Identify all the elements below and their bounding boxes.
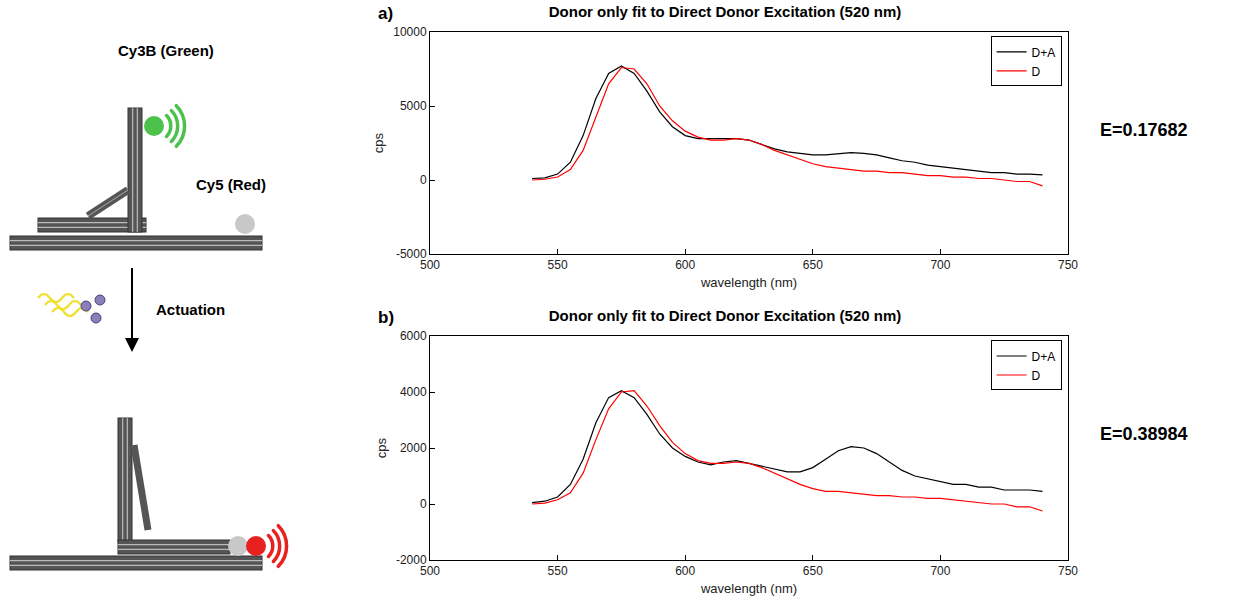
svg-text:5000: 5000 [400,99,427,113]
svg-text:750: 750 [1058,258,1078,272]
svg-text:600: 600 [675,564,695,578]
svg-text:2000: 2000 [400,441,427,455]
html-text:a): a) [378,4,394,23]
svg-text:500: 500 [420,258,440,272]
svg-text:0: 0 [420,497,427,511]
svg-text:D: D [1032,65,1041,79]
svg-text:700: 700 [930,258,950,272]
svg-text:Donor only fit to Direct Donor: Donor only fit to Direct Donor Excitatio… [549,307,902,324]
svg-text:750: 750 [1058,564,1078,578]
html-text:b): b) [378,308,394,327]
svg-text:-5000: -5000 [396,247,427,261]
svg-text:D+A: D+A [1032,46,1056,60]
svg-text:6000: 6000 [400,329,427,343]
svg-text:wavelength (nm): wavelength (nm) [700,581,797,596]
svg-text:550: 550 [548,564,568,578]
svg-text:4000: 4000 [400,385,427,399]
svg-text:650: 650 [803,564,823,578]
svg-text:Cy3B (Green): Cy3B (Green) [118,42,214,59]
svg-text:500: 500 [420,564,440,578]
svg-text:10000: 10000 [393,25,427,39]
svg-text:700: 700 [930,564,950,578]
svg-text:cps: cps [374,437,389,458]
svg-text:Actuation: Actuation [156,301,225,318]
svg-text:550: 550 [548,258,568,272]
svg-text:Cy5 (Red): Cy5 (Red) [196,176,266,193]
svg-text:cps: cps [371,132,386,153]
svg-text:0: 0 [420,173,427,187]
svg-text:Donor only fit to Direct Donor: Donor only fit to Direct Donor Excitatio… [549,3,902,20]
svg-text:D+A: D+A [1032,350,1056,364]
svg-text:wavelength (nm): wavelength (nm) [700,275,797,290]
svg-text:D: D [1032,369,1041,383]
html-text:E=0.38984: E=0.38984 [1100,424,1188,444]
html-text:E=0.17682: E=0.17682 [1100,120,1188,140]
svg-text:650: 650 [803,258,823,272]
svg-text:-2000: -2000 [396,553,427,567]
svg-text:600: 600 [675,258,695,272]
